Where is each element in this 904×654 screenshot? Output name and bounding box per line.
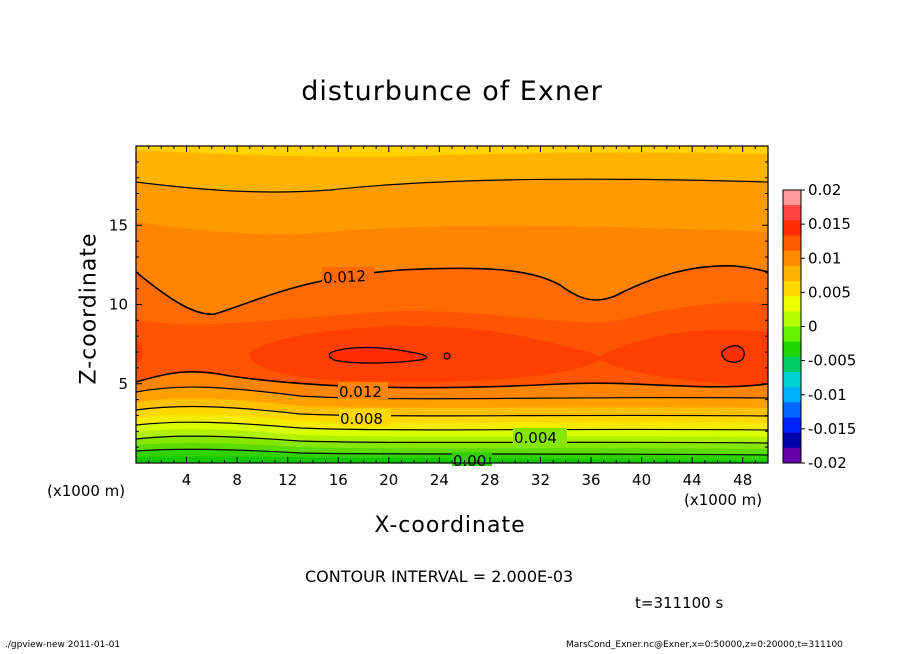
colorbar-swatch xyxy=(783,417,801,434)
colorbar-swatch xyxy=(783,432,801,449)
x-tick-label: 24 xyxy=(430,471,449,489)
colorbar-tick-label: 0.01 xyxy=(808,249,841,267)
x-tick-label: 28 xyxy=(480,471,499,489)
contour-plot-area xyxy=(136,146,768,463)
contour-label-0-00: 0.00 xyxy=(453,452,486,470)
y-axis: 5 10 15 xyxy=(109,161,768,448)
contour-lines xyxy=(136,178,768,456)
x-tick-label: 8 xyxy=(232,471,242,489)
colorbar-tick-label: 0.02 xyxy=(808,181,841,199)
contour-interval-text: CONTOUR INTERVAL = 2.000E-03 xyxy=(305,567,574,586)
y-tick-label: 10 xyxy=(109,296,128,314)
colorbar-swatch xyxy=(783,356,801,373)
colorbar-swatch xyxy=(783,220,801,236)
x-axis: 4 8 12 16 20 24 28 32 36 40 44 48 xyxy=(148,146,756,489)
x-tick-label: 16 xyxy=(329,471,348,489)
contour-line-0-004 xyxy=(136,435,768,444)
contour-label-0-012-lower: 0.012 xyxy=(339,383,382,401)
contour-line-upper-0-010 xyxy=(136,178,768,193)
footer-left: ./gpview-new 2011-01-01 xyxy=(5,640,121,650)
contour-line-upper-0-012 xyxy=(136,265,768,315)
colorbar-swatch xyxy=(783,190,801,206)
colorbar-tick-label: -0.015 xyxy=(808,420,856,438)
contour-line-0-014-small xyxy=(443,352,451,360)
colorbar-swatch xyxy=(783,372,801,388)
colorbar-tick-label: -0.005 xyxy=(808,352,856,370)
y-tick-label: 5 xyxy=(118,375,128,393)
colorbar-tick-label: -0.02 xyxy=(808,454,847,472)
colorbar-swatch xyxy=(783,265,801,282)
contour-label-0-012-upper: 0.012 xyxy=(323,267,367,287)
y-axis-label: Z-coordinate xyxy=(76,232,102,385)
footer-right: MarsCond_Exner.nc@Exner,x=0:50000,z=0:20… xyxy=(566,640,843,650)
x-tick-label: 20 xyxy=(379,471,398,489)
x-tick-label: 4 xyxy=(182,471,192,489)
x-tick-label: 12 xyxy=(278,471,297,489)
chart-title: disturbunce of Exner xyxy=(301,76,603,107)
contour-label-0-004: 0.004 xyxy=(514,429,557,447)
x-tick-label: 40 xyxy=(632,471,651,489)
x-tick-label: 32 xyxy=(531,471,550,489)
colorbar-swatch xyxy=(783,235,801,252)
contour-label-0-008: 0.008 xyxy=(340,410,383,428)
colorbar-swatch xyxy=(783,387,801,403)
colorbar-swatch xyxy=(783,447,801,464)
colorbar-tick-label: 0.015 xyxy=(808,215,851,233)
contour-line-0-006 xyxy=(136,421,768,431)
x-tick-label: 44 xyxy=(683,471,702,489)
colorbar-swatch xyxy=(783,326,801,343)
colorbar-tick-label: 0.005 xyxy=(808,283,851,301)
colorbar-tick-label: -0.01 xyxy=(808,386,847,404)
contour-line-lower-0-012 xyxy=(136,370,768,389)
colorbar-swatch xyxy=(783,402,801,418)
x-tick-label: 36 xyxy=(581,471,600,489)
contour-line-0-014-right xyxy=(721,345,745,363)
colorbar-swatch xyxy=(783,311,801,327)
contour-line-0-014-center xyxy=(328,346,428,364)
x-tick-label: 48 xyxy=(733,471,752,489)
x-axis-label: X-coordinate xyxy=(374,513,526,538)
colorbar-swatch xyxy=(783,205,801,221)
z-unit-label: (x1000 m) xyxy=(47,482,126,500)
x-unit-label: (x1000 m) xyxy=(684,491,763,509)
colorbar-swatch xyxy=(783,250,801,267)
time-label: t=311100 s xyxy=(635,594,724,612)
y-tick-label: 15 xyxy=(109,216,128,234)
colorbar-swatch xyxy=(783,296,801,312)
colorbar-swatch xyxy=(783,281,801,297)
colorbar-tick-label: 0 xyxy=(808,318,818,336)
contour-line-0-002 xyxy=(136,448,768,456)
colorbar-swatch xyxy=(783,341,801,358)
colorbar: 0.02 0.015 0.01 0.005 0 -0.005 -0.01 -0.015 -0.0… xyxy=(782,181,856,472)
band-core xyxy=(249,326,768,388)
band-left-core xyxy=(136,340,143,364)
